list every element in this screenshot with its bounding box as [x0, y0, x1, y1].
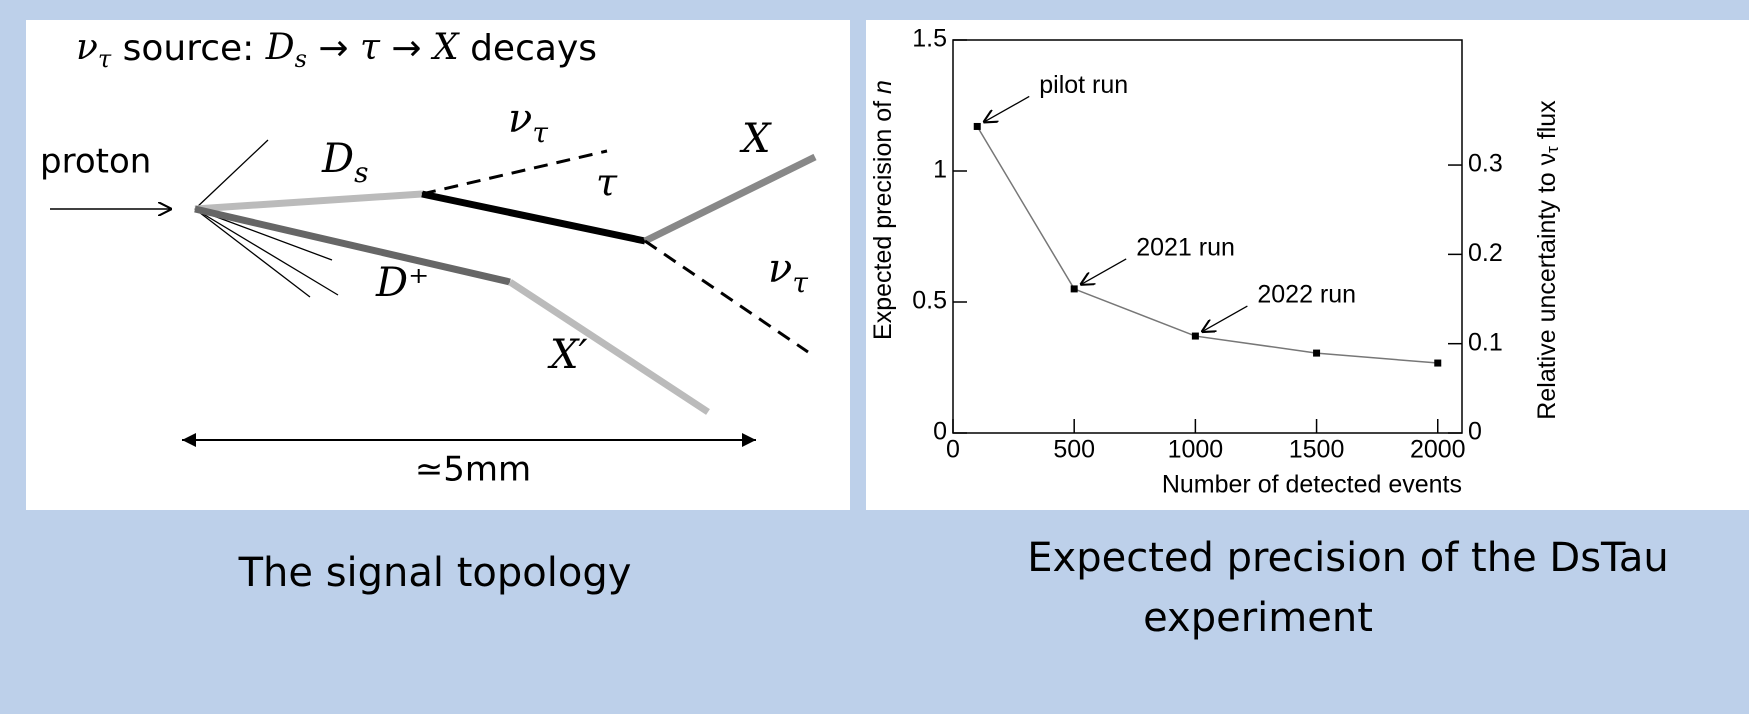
- caption: experiment: [1143, 595, 1373, 641]
- title-part: s: [295, 45, 307, 73]
- label-part: flux: [1533, 100, 1561, 146]
- diagram: ντ source: Ds → τ → X decays proton Ds ν…: [40, 27, 817, 490]
- label-part: ν: [768, 246, 792, 292]
- title-part: X: [430, 27, 460, 68]
- tau-track: [421, 190, 646, 245]
- label-part: τ: [792, 266, 808, 299]
- title-part: →: [380, 28, 433, 69]
- y2-tick-label: 0.1: [1468, 328, 1503, 356]
- point: [1191, 332, 1199, 340]
- title-part: D: [265, 27, 295, 68]
- label-part: ν: [508, 96, 532, 142]
- x-tick-label: 1500: [1289, 436, 1345, 464]
- title-part: decays: [459, 28, 597, 69]
- x-tick-label: 1000: [1168, 436, 1224, 464]
- track: [194, 208, 339, 296]
- label-part: D: [321, 136, 354, 182]
- title-part: τ: [360, 27, 381, 68]
- plot-frame: [952, 39, 1463, 434]
- proton-label: proton: [40, 142, 151, 182]
- nu-label: ντ: [508, 96, 548, 149]
- length-label: ≃5mm: [415, 450, 531, 490]
- caption: Expected precision of the DsTau: [1027, 535, 1668, 581]
- xprime-label: X′: [547, 332, 588, 378]
- title-part: →: [307, 28, 360, 69]
- dplus-label: D⁺: [375, 260, 429, 306]
- nu-track: [644, 239, 809, 354]
- ds-label: Ds: [321, 136, 368, 189]
- diagram-title: ντ source: Ds → τ → X decays: [76, 27, 597, 73]
- y-axis-label: Expected precision of n: [869, 80, 897, 340]
- x-track: [643, 153, 817, 245]
- nu-track: [421, 149, 608, 196]
- ds-track: [194, 190, 423, 213]
- y2-tick-label: 0.3: [1468, 150, 1503, 178]
- thin-tracks: [194, 139, 339, 298]
- label-part: n: [869, 80, 897, 94]
- x-tick-label: 2000: [1410, 436, 1466, 464]
- track: [194, 139, 269, 210]
- xprime-track: [508, 279, 710, 415]
- point: [1070, 285, 1078, 293]
- nu-label: ντ: [768, 246, 808, 299]
- annotation: 2022 run: [1257, 281, 1356, 309]
- label-part: Expected precision of: [869, 94, 897, 340]
- chart: Number of detected events Expected preci…: [869, 25, 1563, 499]
- y-tick-label: 1.5: [912, 25, 947, 53]
- label-part: s: [354, 156, 368, 189]
- x-label: X: [739, 116, 772, 162]
- x-tick-label: 0: [946, 436, 960, 464]
- label-part: τ: [532, 116, 548, 149]
- caption: The signal topology: [238, 550, 632, 596]
- y-tick-label: 0: [933, 418, 947, 446]
- title-part: source:: [111, 28, 266, 69]
- tau-label: τ: [596, 161, 618, 205]
- title-part: τ: [98, 45, 112, 73]
- point: [1313, 349, 1321, 357]
- annotation: 2021 run: [1136, 234, 1235, 262]
- y2-tick-label: 0: [1468, 418, 1482, 446]
- point: [1434, 359, 1442, 367]
- x-axis-label: Number of detected events: [1162, 471, 1462, 499]
- y-tick-label: 1: [933, 156, 947, 184]
- x-tick-label: 500: [1053, 436, 1095, 464]
- right-panel: [866, 20, 1749, 510]
- track: [194, 208, 311, 298]
- point: [973, 122, 981, 130]
- label-part: τ: [1543, 146, 1562, 153]
- dplus-track: [194, 205, 511, 286]
- annotation: pilot run: [1039, 71, 1128, 99]
- y2-axis-label: Relative uncertainty to ντ flux: [1533, 100, 1563, 420]
- label-part: Relative uncertainty to ν: [1533, 153, 1561, 420]
- y-tick-label: 0.5: [912, 287, 947, 315]
- annotation-arrow: [983, 95, 1030, 122]
- title-part: ν: [76, 27, 98, 68]
- y2-tick-label: 0.2: [1468, 239, 1503, 267]
- annotation-arrow: [1201, 305, 1248, 332]
- annotation-arrow: [1080, 258, 1127, 285]
